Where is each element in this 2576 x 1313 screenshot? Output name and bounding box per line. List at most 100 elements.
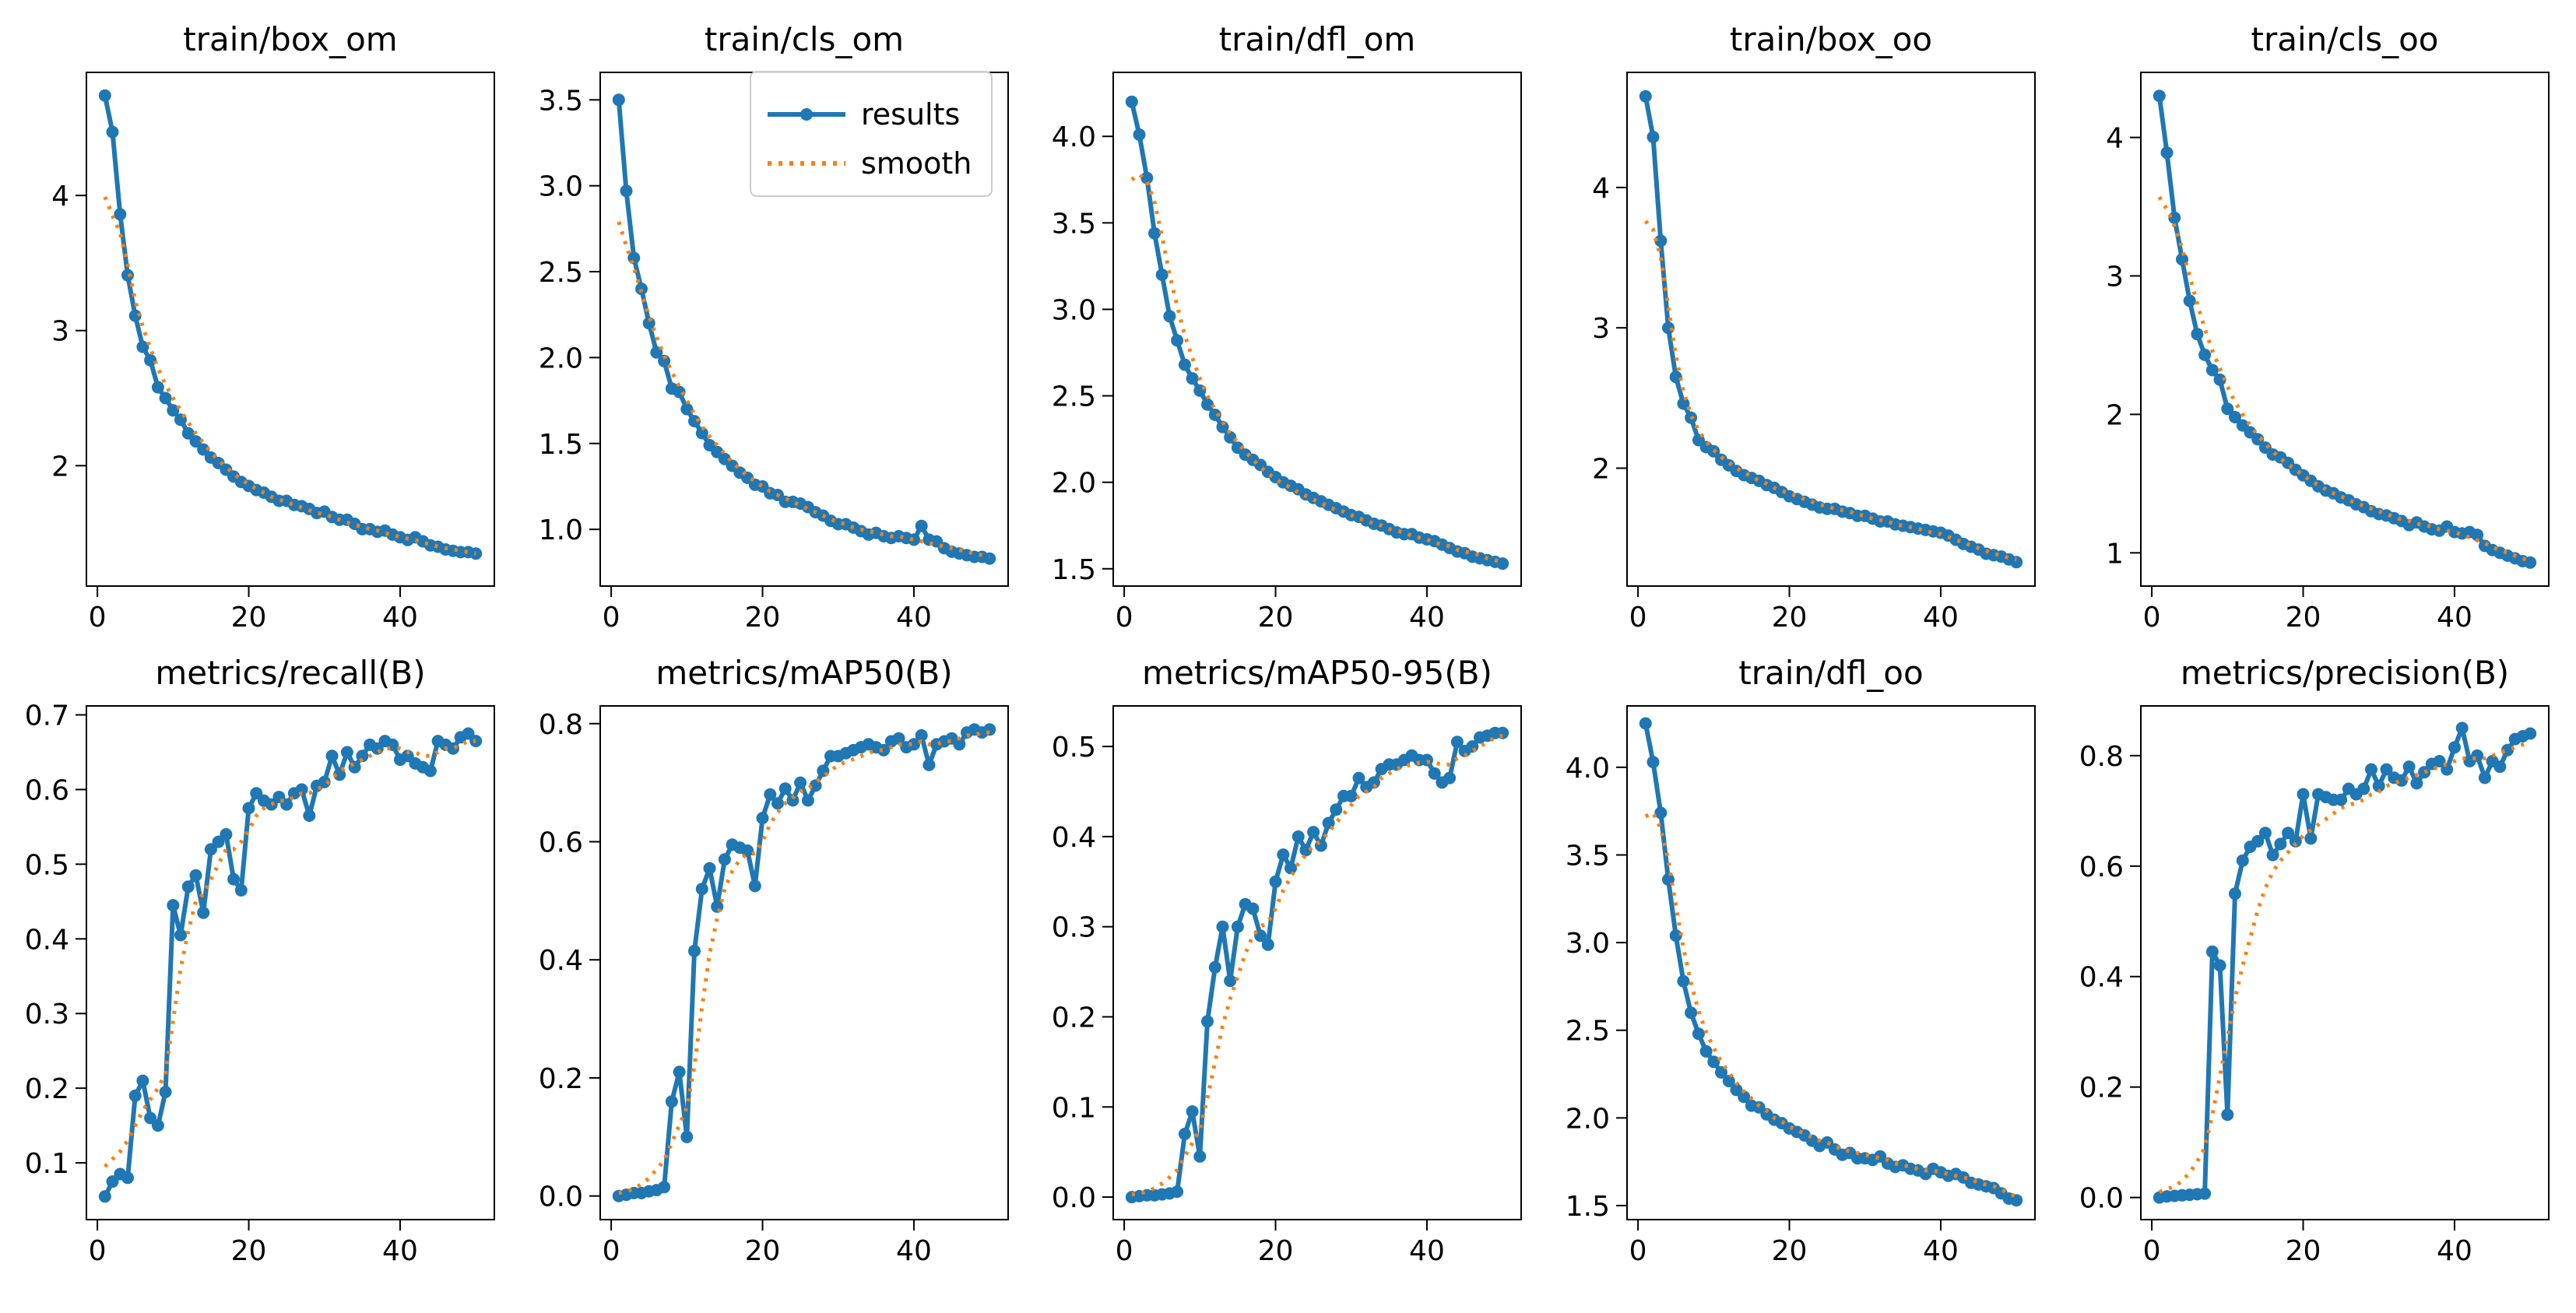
panel-train-dfl-om-results-point	[1155, 269, 1169, 281]
panel-train-box-om-results-point	[136, 340, 149, 353]
panel-metrics-map50-95-b-ytick-label: 0.5	[1052, 732, 1096, 764]
panel-metrics-map50-95-b-results-point	[1246, 902, 1260, 915]
panel-metrics-recall-b-results-point	[181, 880, 195, 893]
panel-train-cls-oo-results-point	[2160, 146, 2174, 160]
panel-train-dfl-om-results-point	[1496, 557, 1509, 570]
panel-metrics-map50-95-b-results-point	[1428, 767, 1441, 780]
panel-metrics-recall-b-results-point	[151, 1119, 164, 1132]
panel-metrics-precision-b-results-point	[2493, 760, 2507, 774]
panel-metrics-recall-b-ytick-label: 0.6	[25, 774, 69, 806]
panel-train-dfl-oo-results-point	[1677, 974, 1690, 988]
panel-train-cls-oo-results-point	[2168, 211, 2181, 224]
panel-train-cls-oo-xtick-label: 20	[2286, 602, 2321, 634]
panel-train-cls-oo-results-point	[2205, 363, 2219, 377]
panel-train-cls-oo-ytick-label: 3	[2106, 262, 2124, 293]
panel-metrics-map50-b-xtick-label: 20	[745, 1235, 781, 1267]
panel-metrics-map50-95-b-results-point	[1261, 938, 1274, 951]
panel-train-dfl-oo-results-point	[1692, 1027, 1705, 1041]
panel-train-box-om-results-point	[151, 381, 164, 394]
panel-metrics-precision-b-results-point	[2198, 1187, 2212, 1200]
panel-train-dfl-oo-results-point	[1639, 717, 1652, 730]
panel-train-cls-om-xtick-label: 0	[603, 602, 620, 634]
panel-metrics-recall-b-results-point	[234, 883, 248, 897]
panel-metrics-map50-95-b-ytick-label: 0.4	[1052, 822, 1096, 854]
panel-metrics-precision-b-results-point	[2478, 771, 2491, 785]
panel-metrics-recall-b-results-point	[136, 1074, 149, 1087]
panel-metrics-recall-b-ytick-label: 0.1	[25, 1148, 69, 1180]
panel-train-cls-oo-smooth-line	[2157, 195, 2532, 563]
panel-metrics-recall-b-ytick-label: 0.4	[25, 924, 69, 956]
panel-train-cls-om-ytick-label: 2.5	[539, 257, 583, 289]
panel-train-dfl-oo-results-point	[1738, 1090, 1751, 1104]
panel-metrics-map50-95-b-results-point	[1193, 1150, 1207, 1163]
panel-metrics-recall-b-results-point	[106, 1175, 119, 1188]
panel-train-dfl-oo-results-point	[1685, 1006, 1698, 1020]
panel-metrics-map50-95-b-ytick-label: 0.0	[1052, 1182, 1096, 1214]
panel-train-cls-oo-results-point	[2524, 556, 2537, 569]
panel-train-dfl-oo-ytick-label: 2.0	[1566, 1103, 1610, 1135]
panel-train-dfl-om-results-point	[1125, 95, 1138, 108]
panel-metrics-recall-b-results-point	[318, 775, 331, 788]
panel-metrics-map50-b-results-point	[923, 758, 936, 771]
panel-metrics-precision-b-xtick-label: 40	[2437, 1235, 2472, 1267]
panel-metrics-precision-b-results-point	[2441, 763, 2454, 776]
panel-train-box-oo-xtick-label: 20	[1772, 602, 1808, 634]
panel-metrics-recall-b-xtick-label: 20	[231, 1235, 267, 1267]
panel-train-dfl-om-ytick-label: 3.5	[1052, 208, 1096, 240]
panel-metrics-precision-b-results-point	[2221, 1108, 2234, 1122]
panel-metrics-recall-b-results-point	[128, 1089, 142, 1102]
panel-train-box-oo-xtick-label: 0	[1629, 602, 1647, 634]
panel-metrics-map50-95-b-results-point	[1307, 826, 1320, 839]
panel-train-dfl-om-results-point	[1171, 334, 1184, 347]
panel-train-dfl-om-results-point	[1201, 398, 1214, 411]
panel-metrics-map50-95-b-ytick-label: 0.1	[1052, 1092, 1096, 1124]
panel-train-cls-om-title: train/cls_om	[705, 20, 904, 58]
panel-metrics-map50-b-ytick-label: 0.4	[539, 945, 583, 977]
panel-metrics-precision-b-results-point	[2357, 782, 2370, 795]
panel-metrics-map50-95-b-results-point	[1186, 1105, 1199, 1118]
panel-metrics-precision-b-results-point	[2335, 793, 2348, 806]
panel-metrics-precision-b-ytick-label: 0.8	[2079, 741, 2124, 773]
panel-train-cls-om-results-point	[983, 552, 996, 565]
panel-train-box-oo-results-point	[1677, 397, 1690, 410]
legend-results-marker	[800, 108, 813, 121]
legend-smooth-label: smooth	[861, 146, 972, 181]
panel-train-cls-om-ytick-label: 1.0	[539, 514, 583, 546]
panel-metrics-map50-95-b-results-point	[1292, 830, 1305, 843]
panel-metrics-map50-b-results-point	[673, 1065, 686, 1079]
panel-train-cls-oo-ytick-label: 2	[2106, 399, 2124, 431]
panel-metrics-precision-b-results-point	[2402, 760, 2416, 774]
panel-train-cls-om-results-point	[695, 427, 708, 440]
panel-train-dfl-om-xtick-label: 0	[1116, 602, 1133, 634]
panel-train-dfl-om-ytick-label: 4.0	[1052, 121, 1096, 153]
panel-train-cls-oo: train/cls_oo 0 20 40 1 2 3 4	[2106, 20, 2550, 634]
panel-train-cls-om-results-point	[688, 415, 701, 428]
panel-train-dfl-oo-ytick-label: 2.5	[1566, 1016, 1610, 1048]
panel-metrics-map50-95-b-results-point	[1208, 960, 1221, 974]
panel-train-cls-oo-xtick-label: 40	[2437, 602, 2472, 634]
panel-metrics-map50-b-results-point	[718, 853, 731, 866]
panel-train-cls-om-results-point	[612, 93, 625, 107]
panel-metrics-precision-b-results-point	[2455, 721, 2469, 735]
panel-metrics-recall-b-xtick-label: 40	[382, 1235, 418, 1267]
panel-metrics-precision-b-results-point	[2304, 832, 2318, 845]
panel-train-box-om-ytick-label: 4	[51, 181, 69, 212]
panel-train-box-oo-results-point	[1662, 321, 1675, 335]
panel-metrics-precision-b-results-point	[2229, 887, 2241, 900]
panel-metrics-map50-95-b-results-point	[1443, 771, 1457, 785]
panel-train-box-oo-ytick-label: 4	[1592, 173, 1610, 205]
panel-metrics-map50-95-b-results-point	[1496, 726, 1509, 739]
panel-train-dfl-oo-xtick-label: 0	[1629, 1235, 1647, 1267]
panel-metrics-map50-b-results-point	[778, 782, 792, 795]
panel-metrics-map50-b-results-point	[748, 879, 761, 893]
panel-train-cls-oo-results-point	[2221, 402, 2234, 416]
panel-metrics-recall-b-results-point	[167, 899, 180, 912]
panel-metrics-recall-b-results-point	[227, 872, 241, 886]
panel-metrics-map50-95-b-xtick-label: 40	[1409, 1235, 1445, 1267]
panel-train-cls-om-results-point	[635, 283, 648, 296]
panel-metrics-precision-b-results-point	[2213, 959, 2226, 972]
panel-train-box-oo-results-point	[2010, 556, 2023, 569]
panel-metrics-precision-b-results-point	[2433, 755, 2446, 767]
